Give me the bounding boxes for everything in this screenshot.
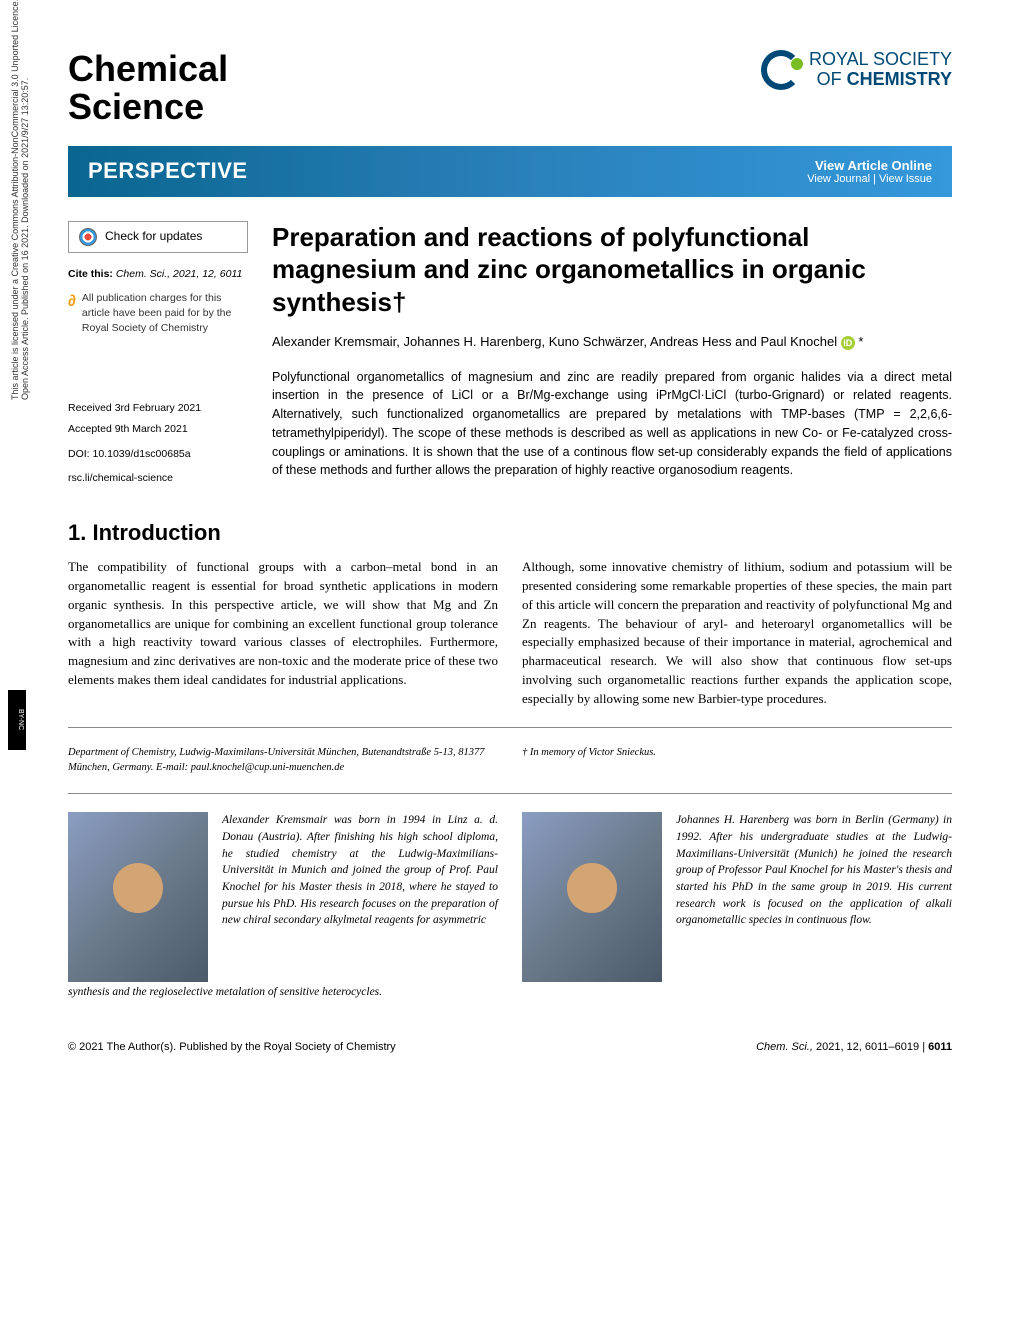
accepted-date: Accepted 9th March 2021 <box>68 422 248 437</box>
received-date: Received 3rd February 2021 <box>68 401 248 416</box>
article-type-banner: PERSPECTIVE View Article Online View Jou… <box>68 146 952 197</box>
page-number: 6011 <box>928 1041 952 1053</box>
cite-text: Chem. Sci., 2021, 12, 6011 <box>113 268 242 280</box>
article-title: Preparation and reactions of polyfunctio… <box>272 221 952 319</box>
affiliation-text: Department of Chemistry, Ludwig-Maximila… <box>68 746 498 775</box>
bio-2-text: Johannes H. Harenberg was born in Berlin… <box>676 812 952 982</box>
journal-title-line1: Chemical <box>68 50 228 88</box>
bio-1-text: Alexander Kremsmair was born in 1994 in … <box>222 812 498 982</box>
divider <box>68 793 952 794</box>
abstract-text: Polyfunctional organometallics of magnes… <box>272 368 952 481</box>
doi-text: DOI: 10.1039/d1sc00685a <box>68 447 248 462</box>
open-access-icon: ∂ <box>68 291 76 313</box>
journal-short-link[interactable]: rsc.li/chemical-science <box>68 471 248 486</box>
publisher-line2-bold: CHEMISTRY <box>847 69 952 89</box>
authors-list: Alexander Kremsmair, Johannes H. Harenbe… <box>272 334 952 350</box>
publisher-line2: OF <box>817 69 847 89</box>
bio-1-photo <box>68 812 208 982</box>
citation-block: Cite this: Chem. Sci., 2021, 12, 6011 <box>68 267 248 282</box>
authors-post: * <box>855 334 864 349</box>
copyright-text: © 2021 The Author(s). Published by the R… <box>68 1041 396 1053</box>
view-article-online-link[interactable]: View Article Online <box>807 158 932 173</box>
cite-label: Cite this: <box>68 268 113 280</box>
journal-title: Chemical Science <box>68 50 228 126</box>
journal-title-line2: Science <box>68 88 228 126</box>
orcid-icon[interactable]: iD <box>841 336 855 350</box>
crossmark-icon <box>79 228 97 246</box>
author-bios: Alexander Kremsmair was born in 1994 in … <box>68 812 952 1001</box>
publisher-line1: ROYAL SOCIETY <box>809 50 952 70</box>
oa-text: All publication charges for this article… <box>82 291 248 335</box>
bio-1-continuation: synthesis and the regioselective metalat… <box>68 984 498 1001</box>
section-1-heading: 1. Introduction <box>68 520 952 546</box>
intro-col1: The compatibility of functional groups w… <box>68 558 498 709</box>
check-updates-label: Check for updates <box>105 228 202 245</box>
intro-body: The compatibility of functional groups w… <box>68 558 952 709</box>
bio-2-photo <box>522 812 662 982</box>
page-footer: © 2021 The Author(s). Published by the R… <box>68 1041 952 1053</box>
dedication-note: † In memory of Victor Snieckus. <box>522 746 952 775</box>
divider <box>68 727 952 728</box>
footer-citation: 2021, 12, 6011–6019 | <box>816 1041 928 1053</box>
rsc-c-icon <box>761 50 801 90</box>
bio-2: Johannes H. Harenberg was born in Berlin… <box>522 812 952 1001</box>
check-for-updates-button[interactable]: Check for updates <box>68 221 248 253</box>
article-metadata-sidebar: Check for updates Cite this: Chem. Sci.,… <box>68 221 248 493</box>
intro-col2: Although, some innovative chemistry of l… <box>522 558 952 709</box>
article-main: Preparation and reactions of polyfunctio… <box>272 221 952 493</box>
affiliation-row: Department of Chemistry, Ludwig-Maximila… <box>68 746 952 775</box>
open-access-notice: ∂ All publication charges for this artic… <box>68 291 248 335</box>
view-issue-link[interactable]: View Issue <box>879 173 932 185</box>
footer-journal: Chem. Sci., <box>756 1041 816 1053</box>
bio-1: Alexander Kremsmair was born in 1994 in … <box>68 812 498 1001</box>
masthead: Chemical Science ROYAL SOCIETY OF CHEMIS… <box>68 50 952 126</box>
authors-pre: Alexander Kremsmair, Johannes H. Harenbe… <box>272 334 841 349</box>
view-journal-link[interactable]: View Journal <box>807 173 870 185</box>
article-type-label: PERSPECTIVE <box>88 158 248 184</box>
publisher-logo: ROYAL SOCIETY OF CHEMISTRY <box>761 50 952 90</box>
